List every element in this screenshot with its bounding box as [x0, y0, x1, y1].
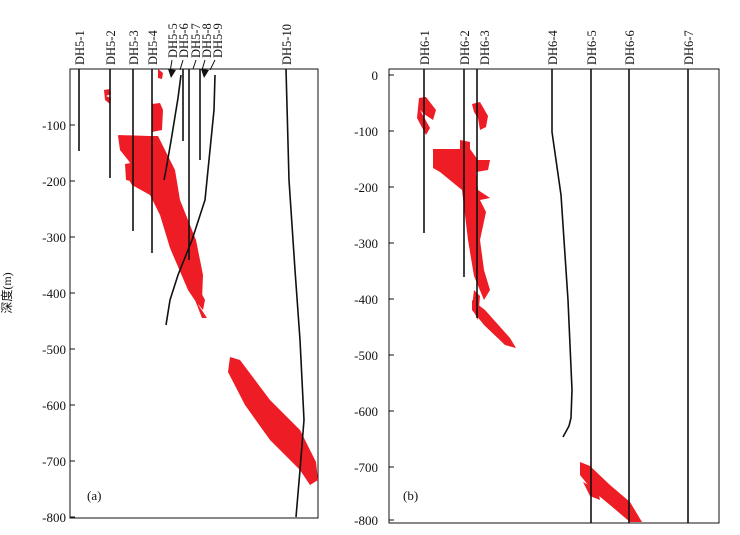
panel-b-tick-label: 0 — [372, 68, 379, 83]
y-axis-label: 深度(m) — [0, 272, 14, 313]
ore-body-deep — [228, 357, 318, 485]
hole-label: DH5-9 — [211, 23, 225, 58]
panel-a-tick-label: -100 — [42, 118, 66, 133]
hole-label: DH5-4 — [146, 30, 160, 65]
ore-body-lens — [472, 290, 480, 320]
ore-body-lens — [196, 283, 205, 310]
panel-b-frame — [388, 68, 720, 524]
panel-a-tick-label: -800 — [42, 510, 66, 525]
panel-b-tick-label: -100 — [354, 124, 378, 139]
hole-label: DH5-3 — [127, 30, 141, 65]
ore-body-main-b — [460, 140, 470, 150]
hole-label: DH5-7 — [189, 23, 203, 58]
panel-a-label: (a) — [87, 488, 101, 503]
panel-b-ore-bodies — [417, 97, 642, 522]
hole-label: DH5-2 — [104, 30, 118, 65]
panel-b-tick-label: -300 — [354, 236, 378, 251]
hole-label: DH5-5 — [166, 23, 180, 58]
panel-b-tick-label: -700 — [354, 460, 378, 475]
ore-body-main-a — [125, 160, 150, 185]
panel-b-tick-label: -800 — [354, 513, 378, 528]
panel-b: 0 -100 -200 -300 -400 -500 -600 -700 -80… — [354, 30, 720, 528]
panel-a-tick-label: -300 — [42, 230, 66, 245]
ore-body-lens — [472, 300, 516, 348]
panel-a-tick-label: -200 — [42, 174, 66, 189]
hole-label: DH5-1 — [73, 30, 87, 65]
ore-body-lens — [195, 300, 207, 318]
hole-label: DH5-10 — [280, 24, 294, 65]
drill-hole-dh5-10 — [285, 68, 305, 518]
hole-label: DH6-4 — [546, 30, 560, 65]
panel-a-hole-labels: DH5-1 DH5-2 DH5-3 DH5-4 DH5-5 DH5-6 DH5-… — [73, 23, 294, 65]
hole-label: DH6-7 — [682, 30, 696, 65]
panel-a-tick-labels: -100 -200 -300 -400 -500 -600 -700 -800 — [42, 118, 66, 525]
hole-label: DH5-8 — [200, 23, 214, 58]
hole-label: DH6-2 — [458, 30, 472, 65]
panel-b-hole-labels: DH6-1 DH6-2 DH6-3 DH6-4 DH6-5 DH6-6 DH6-… — [418, 30, 696, 65]
panel-b-tick-label: -500 — [354, 348, 378, 363]
panel-b-tick-label: -400 — [354, 292, 378, 307]
ore-body-small — [158, 69, 163, 79]
panel-b-tick-marks — [389, 74, 394, 521]
panel-b-drill-holes — [423, 69, 689, 523]
drill-hole-dh5-5 — [163, 74, 182, 181]
arrow-icon — [168, 69, 176, 78]
hole-label: DH6-1 — [418, 30, 432, 65]
drill-hole-dh6-4 — [551, 69, 573, 438]
hole-label: DH5-6 — [177, 23, 191, 58]
panel-b-tick-label: -600 — [354, 404, 378, 419]
panel-a-tick-marks — [70, 124, 75, 518]
hole-label: DH6-6 — [623, 30, 637, 65]
panel-b-tick-label: -200 — [354, 180, 378, 195]
panel-b-label: (b) — [403, 488, 418, 503]
panel-a-drill-holes — [78, 68, 305, 518]
drill-hole-dh5-9 — [165, 74, 216, 326]
arrow-icon — [201, 69, 209, 78]
ore-body-main-a — [118, 136, 203, 305]
panel-b-tick-labels: 0 -100 -200 -300 -400 -500 -600 -700 -80… — [354, 68, 378, 528]
ore-body-main-b — [433, 149, 490, 300]
panel-a-tick-label: -400 — [42, 286, 66, 301]
ore-body-main-a — [152, 103, 163, 132]
panel-a-tick-label: -600 — [42, 398, 66, 413]
ore-body-deep-b — [580, 462, 642, 522]
hole-label: DH6-5 — [585, 30, 599, 65]
ore-body-upper — [472, 102, 488, 130]
panel-a-tick-label: -500 — [42, 342, 66, 357]
ore-body-upper — [417, 97, 436, 135]
ore-body-main-a — [118, 135, 150, 142]
panel-a: -100 -200 -300 -400 -500 -600 -700 -800 … — [0, 23, 319, 525]
hole-label: DH6-3 — [478, 30, 492, 65]
panel-a-tick-label: -700 — [42, 454, 66, 469]
panel-a-ore-bodies — [104, 69, 318, 485]
